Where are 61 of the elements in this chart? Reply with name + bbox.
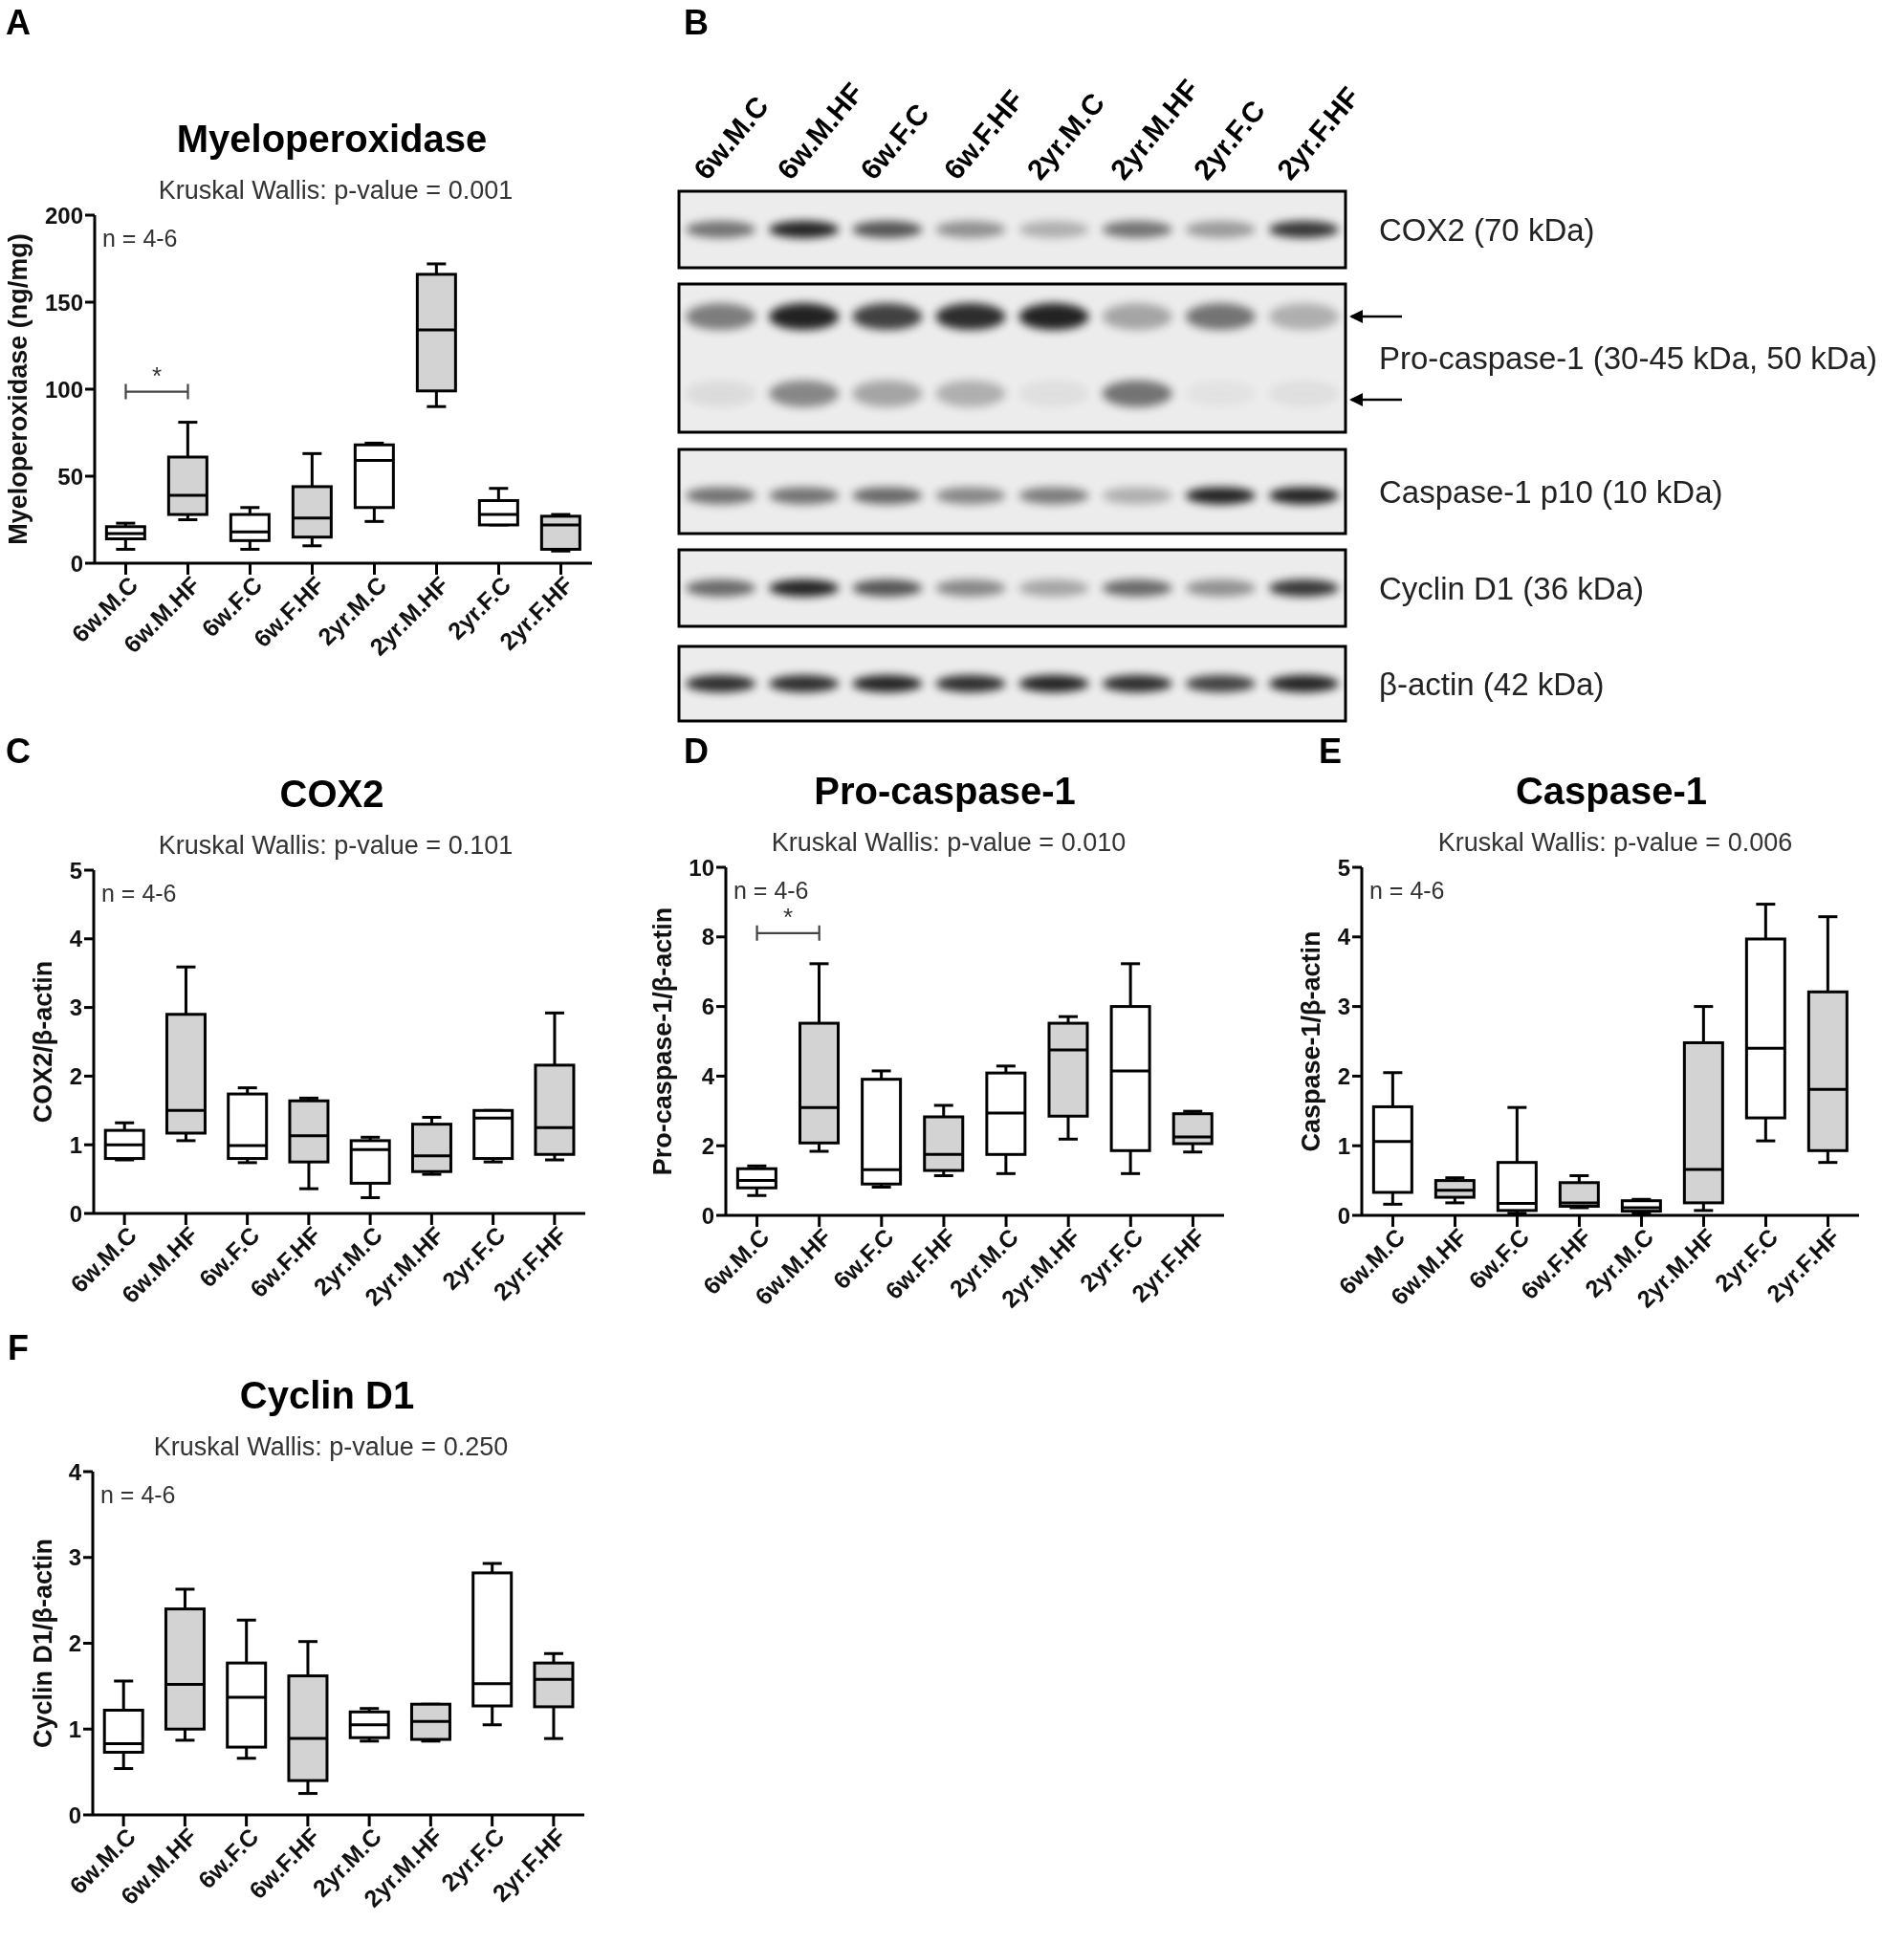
y-tick-label: 4 bbox=[701, 1062, 715, 1089]
y-tick-label: 4 bbox=[1337, 924, 1351, 950]
category-label: Pro-caspase-1 (30-45 kDa, 50 kDa) bbox=[1379, 340, 1877, 376]
category-label: β-actin (42 kDa) bbox=[1379, 666, 1605, 702]
annotation: * bbox=[151, 360, 163, 390]
y-tick-label: 5 bbox=[1337, 854, 1350, 881]
annotation: n = 4-6 bbox=[102, 225, 178, 251]
y-tick-label: 0 bbox=[70, 550, 83, 577]
chart-subtitle: Kruskal Wallis: p-value = 0.001 bbox=[158, 176, 514, 205]
y-tick-label: 0 bbox=[68, 1802, 81, 1828]
y-tick-label: 4 bbox=[69, 926, 83, 952]
chart-subtitle: Kruskal Wallis: p-value = 0.010 bbox=[771, 828, 1127, 857]
y-tick-label: 150 bbox=[44, 289, 83, 316]
y-tick-label: 3 bbox=[1337, 994, 1350, 1020]
category-label: Cyclin D1 (36 kDa) bbox=[1379, 570, 1644, 606]
text: A bbox=[6, 2, 31, 42]
y-tick-label: 50 bbox=[57, 463, 83, 490]
text: C bbox=[6, 731, 31, 771]
y-tick-label: 0 bbox=[701, 1202, 714, 1229]
annotation: n = 4-6 bbox=[100, 1481, 176, 1508]
y-tick-label: 0 bbox=[1337, 1202, 1350, 1229]
y-axis-title: Myeloperoxidase (ng/mg) bbox=[4, 233, 33, 545]
annotation: * bbox=[783, 902, 794, 931]
y-axis-title: COX2/β-actin bbox=[29, 960, 57, 1124]
annotation: n = 4-6 bbox=[1369, 877, 1445, 904]
text: E bbox=[1318, 731, 1343, 771]
y-axis-title: Cyclin D1/β-actin bbox=[29, 1538, 57, 1749]
y-tick-label: 8 bbox=[701, 924, 714, 950]
text: D bbox=[684, 731, 709, 771]
y-tick-label: 2 bbox=[1337, 1062, 1350, 1089]
y-tick-label: 0 bbox=[69, 1200, 82, 1227]
chart-subtitle: Kruskal Wallis: p-value = 0.101 bbox=[158, 831, 514, 860]
chart-title: Caspase-1 bbox=[1515, 770, 1708, 812]
chart-title: Myeloperoxidase bbox=[176, 118, 488, 160]
y-tick-label: 100 bbox=[44, 376, 83, 403]
chart-title: COX2 bbox=[279, 773, 384, 815]
chart-title: Pro-caspase-1 bbox=[814, 770, 1076, 812]
y-axis-title: Pro-caspase-1/β-actin bbox=[648, 906, 677, 1176]
text: F bbox=[8, 1327, 29, 1367]
y-tick-label: 5 bbox=[69, 857, 82, 884]
y-tick-label: 3 bbox=[68, 1544, 81, 1571]
y-tick-label: 2 bbox=[701, 1132, 714, 1159]
y-tick-label: 2 bbox=[69, 1062, 82, 1089]
annotation: n = 4-6 bbox=[101, 880, 177, 906]
y-axis-title: Caspase-1/β-actin bbox=[1297, 930, 1325, 1152]
y-tick-label: 1 bbox=[69, 1131, 82, 1158]
y-tick-label: 4 bbox=[68, 1458, 82, 1485]
category-label: COX2 (70 kDa) bbox=[1379, 211, 1595, 248]
y-tick-label: 2 bbox=[68, 1630, 81, 1657]
y-tick-label: 1 bbox=[1337, 1132, 1350, 1159]
y-tick-label: 3 bbox=[69, 994, 82, 1021]
chart-subtitle: Kruskal Wallis: p-value = 0.006 bbox=[1437, 828, 1793, 857]
chart-subtitle: Kruskal Wallis: p-value = 0.250 bbox=[153, 1432, 509, 1461]
category-label: Caspase-1 p10 (10 kDa) bbox=[1379, 473, 1723, 510]
y-tick-label: 10 bbox=[689, 854, 714, 881]
y-tick-label: 6 bbox=[701, 994, 714, 1020]
y-tick-label: 1 bbox=[68, 1715, 81, 1742]
y-tick-label: 200 bbox=[44, 202, 83, 229]
text: B bbox=[684, 2, 709, 42]
chart-title: Cyclin D1 bbox=[239, 1374, 415, 1416]
annotation: n = 4-6 bbox=[733, 877, 809, 904]
